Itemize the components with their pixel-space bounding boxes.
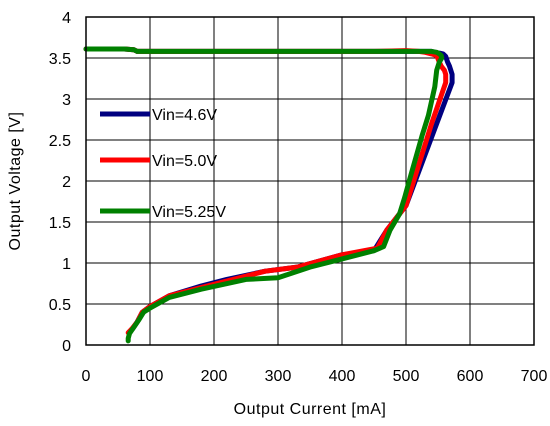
x-tick-label: 700	[521, 368, 548, 385]
x-tick-label: 500	[393, 368, 420, 385]
y-tick-label: 0	[62, 338, 71, 355]
x-tick-label: 200	[201, 368, 228, 385]
x-tick-label: 300	[265, 368, 292, 385]
legend-label-1: Vin=4.6V	[152, 107, 217, 124]
tick-labels: 0 100 200 300 400 500 600 700 0 0.5 1 1.5 2 2.5 3 3.5 4	[49, 10, 548, 385]
x-tick-label: 0	[82, 368, 91, 385]
series-layer	[83, 46, 455, 344]
y-tick-label: 0.5	[49, 297, 71, 314]
y-tick-label: 3	[62, 92, 71, 109]
plot-frame	[85, 16, 535, 346]
legend-label-3: Vin=5.25V	[152, 204, 226, 221]
y-tick-label: 1	[62, 256, 71, 273]
series-line-1	[83, 46, 455, 336]
y-axis-title: Output Voltage [V]	[7, 112, 24, 251]
y-tick-label: 1.5	[49, 215, 71, 232]
legend-label-2: Vin=5.0V	[152, 153, 217, 170]
y-tick-label: 2.5	[49, 133, 71, 150]
legend: Vin=4.6V Vin=5.0V Vin=5.25V	[100, 107, 226, 221]
x-tick-label: 400	[329, 368, 356, 385]
y-tick-label: 2	[62, 174, 71, 191]
x-tick-label: 600	[457, 368, 484, 385]
x-axis-title: Output Current [mA]	[234, 401, 387, 418]
grid	[85, 16, 535, 346]
y-tick-label: 4	[62, 10, 71, 27]
y-tick-label: 3.5	[49, 51, 71, 68]
series-line-3	[83, 46, 445, 344]
x-tick-label: 100	[137, 368, 164, 385]
series-line-2	[83, 46, 449, 336]
